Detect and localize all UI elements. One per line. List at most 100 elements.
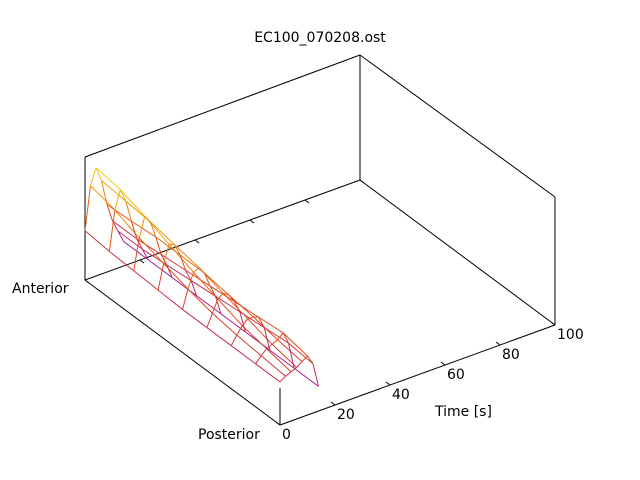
mesh-segment <box>193 271 219 300</box>
mesh-segment <box>193 267 200 273</box>
x-tick-label: 20 <box>337 407 355 423</box>
box-edge <box>84 54 361 158</box>
mesh-segment <box>95 167 121 190</box>
mesh-segment <box>149 221 175 246</box>
mesh-segment <box>106 204 113 221</box>
mesh-segment <box>217 292 224 300</box>
mesh-segment <box>95 167 102 181</box>
mesh-segment <box>307 355 314 365</box>
mesh-segment <box>296 361 303 368</box>
mesh-segment <box>288 342 314 365</box>
mesh-segment <box>233 301 241 313</box>
mesh-segment <box>187 272 194 290</box>
tick-mark <box>495 341 501 346</box>
mesh-segment <box>133 270 159 291</box>
mesh-segment <box>301 355 308 362</box>
tick-mark <box>249 219 255 224</box>
box-edge <box>84 279 281 426</box>
plot-box <box>84 54 556 426</box>
mesh-segment <box>84 230 110 252</box>
mesh-segment <box>288 343 295 369</box>
mesh-segment <box>144 215 170 245</box>
tick-mark <box>139 259 145 264</box>
mesh-segment <box>187 288 213 314</box>
mesh-segment <box>157 289 183 310</box>
mesh-segment <box>241 325 267 350</box>
mesh-segment <box>106 203 132 222</box>
mesh-segment <box>166 264 192 281</box>
mesh-segment <box>209 285 216 297</box>
mesh-segment <box>220 313 246 333</box>
mesh-segment <box>260 355 286 377</box>
mesh-segment <box>282 332 290 344</box>
tick-mark <box>330 401 336 406</box>
mesh-segment <box>234 301 260 318</box>
mesh-segment <box>271 339 278 345</box>
mesh-segment <box>255 363 281 383</box>
mesh-segment <box>282 332 308 357</box>
mesh-segment <box>260 348 268 356</box>
mesh-segment <box>130 221 138 240</box>
mesh-segment <box>204 272 230 296</box>
tick-mark <box>385 381 391 386</box>
mesh-segment <box>290 366 297 373</box>
mesh-segment <box>206 327 232 347</box>
mesh-segment <box>198 267 224 294</box>
tick-mark <box>550 321 556 326</box>
mesh-segment <box>236 325 243 336</box>
mesh-segment <box>239 311 265 328</box>
mesh-segment <box>230 345 256 365</box>
tick-mark <box>275 421 281 426</box>
mesh-segment <box>123 240 149 260</box>
mesh-segment <box>312 363 319 387</box>
mesh-segment <box>160 254 168 266</box>
x-tick-label: 60 <box>447 367 465 383</box>
surface-mesh <box>84 167 319 387</box>
x-tick-label: 0 <box>282 427 291 443</box>
mesh-segment <box>258 317 265 328</box>
mesh-segment <box>215 295 241 313</box>
mesh-segment <box>285 371 292 377</box>
mesh-segment <box>174 244 200 269</box>
mesh-segment <box>179 254 187 271</box>
mesh-segment <box>157 263 165 291</box>
mesh-segment <box>125 200 132 222</box>
mesh-segment <box>258 316 284 334</box>
x-axis-label: Time [s] <box>434 404 492 420</box>
mesh-segment <box>182 288 189 310</box>
tick-mark <box>359 179 365 184</box>
mesh-segment <box>206 313 213 328</box>
mesh-segment <box>212 312 238 336</box>
mesh-segment <box>174 244 181 256</box>
mesh-segment <box>241 318 249 327</box>
tick-mark <box>194 239 200 244</box>
y-axis-label: Anterior <box>12 281 69 297</box>
box-edge <box>84 179 361 281</box>
mesh-segment <box>101 180 108 205</box>
mesh-segment <box>211 298 219 314</box>
mesh-segment <box>190 280 216 297</box>
mesh-segment <box>163 244 170 264</box>
mesh-segment <box>245 331 271 351</box>
tick-mark <box>440 361 446 366</box>
mesh-segment <box>293 367 319 387</box>
mesh-segment <box>271 343 297 368</box>
mesh-segment <box>138 237 164 264</box>
mesh-segment <box>190 280 198 296</box>
mesh-segment <box>236 334 262 357</box>
tick-mark <box>84 279 90 284</box>
mesh-segment <box>215 296 222 315</box>
mesh-segment <box>230 334 238 346</box>
mesh-segment <box>131 220 157 238</box>
mesh-segment <box>182 309 208 328</box>
y-axis-label: Posterior <box>198 427 260 443</box>
x-tick-label: 40 <box>392 387 410 403</box>
mesh-segment <box>239 311 246 333</box>
mesh-segment <box>279 375 286 383</box>
mesh-segment <box>147 259 173 279</box>
mesh-segment <box>247 318 273 345</box>
chart-title: EC100_070208.ost <box>254 30 386 46</box>
mesh-segment <box>120 189 146 217</box>
mesh-segment <box>269 349 295 369</box>
